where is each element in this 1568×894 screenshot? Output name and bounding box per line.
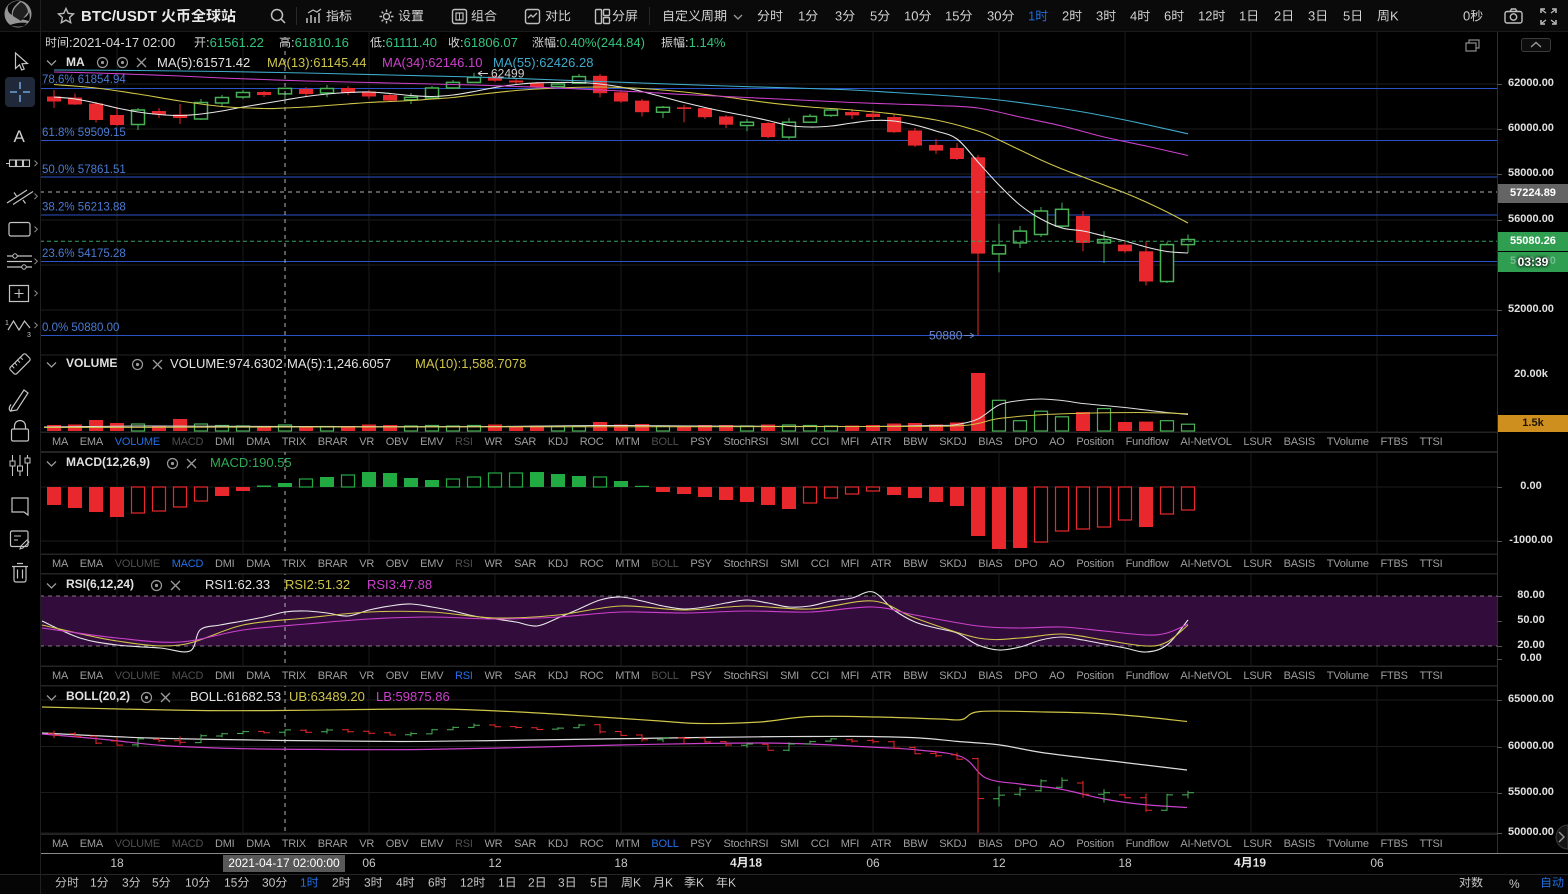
- svg-text:A: A: [14, 127, 26, 146]
- svg-text:0.0% 50880.00: 0.0% 50880.00: [42, 322, 119, 334]
- svg-text:50.0% 57861.51: 50.0% 57861.51: [42, 164, 126, 176]
- svg-text:61.8% 59509.15: 61.8% 59509.15: [42, 127, 126, 139]
- svg-text:1: 1: [5, 320, 9, 327]
- svg-text:38.2% 56213.88: 38.2% 56213.88: [42, 202, 126, 214]
- svg-text:78.6% 61854.94: 78.6% 61854.94: [42, 74, 126, 86]
- svg-text:23.6% 54175.28: 23.6% 54175.28: [42, 248, 126, 260]
- svg-text:50880: 50880: [929, 329, 963, 343]
- svg-text:62499: 62499: [491, 67, 525, 81]
- svg-text:3: 3: [27, 332, 31, 339]
